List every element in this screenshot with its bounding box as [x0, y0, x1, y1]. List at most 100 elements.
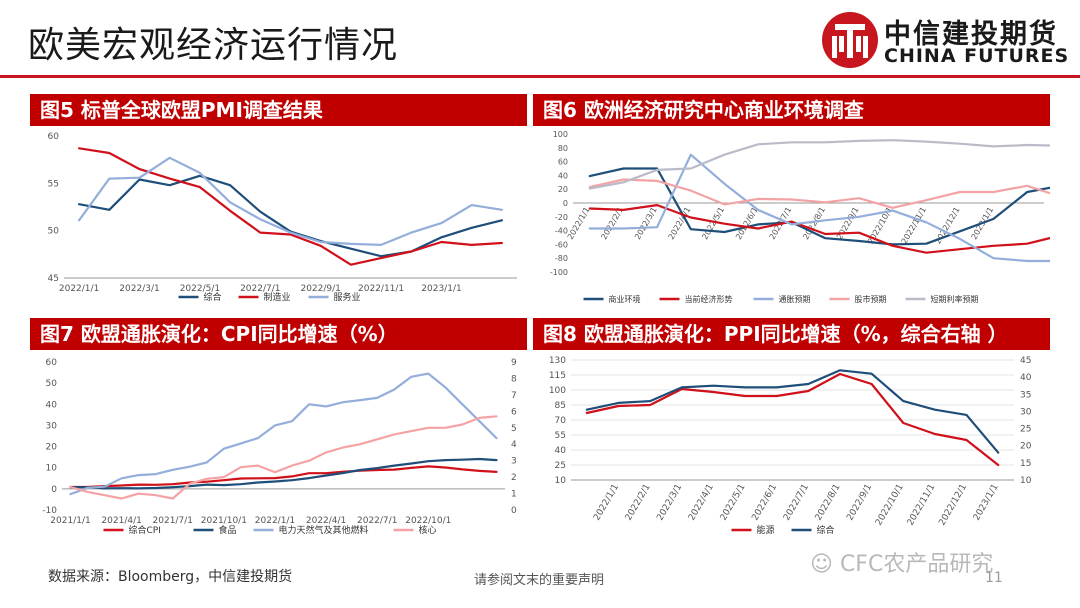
y2-tick-label: 7 — [511, 391, 517, 401]
x-tick-label: 2022/5/1 — [719, 483, 748, 523]
legend-label-3: 股市预期 — [855, 294, 887, 304]
disclaimer-note: 请参阅文末的重要声明 — [474, 573, 605, 588]
y2-tick-label: 2 — [511, 473, 517, 483]
x-tick-label: 2022/11/1 — [906, 483, 938, 528]
y-tick-label: 25 — [555, 461, 566, 471]
y-tick-label: -10 — [42, 506, 57, 516]
chart-svg-2: -10 0 10 20 30 40 50 60 0 1 2 3 4 5 6 7 8 9 2021/1/1 2021/4… — [42, 358, 517, 536]
series-line-2 — [69, 372, 498, 496]
y-tick-label: 115 — [549, 371, 566, 381]
series-line-0 — [588, 167, 1050, 246]
y-tick-label: -100 — [550, 268, 568, 277]
y-tick-label: 20 — [558, 185, 568, 194]
x-tick-label: 2022/4/1 — [687, 483, 716, 523]
legend-label-4: 短期利率预期 — [931, 294, 979, 304]
x-tick-label: 2022/1/1 — [59, 284, 99, 294]
chart-fig8-ppi: 10 25 40 55 70 85 100 115 130 10 15 20 25 30 35 40 45 202… — [533, 352, 1050, 542]
series-line-2 — [77, 156, 503, 247]
y-tick-label: 20 — [46, 443, 58, 453]
x-tick-label: 2022/5/1 — [180, 284, 220, 294]
legend-label-0: 能源 — [757, 524, 775, 536]
y-tick-label: 130 — [549, 356, 566, 366]
chart-svg-3: 10 25 40 55 70 85 100 115 130 10 15 20 25 30 35 40 45 202… — [549, 356, 1032, 536]
x-tick-label: 2022/1/1 — [566, 206, 592, 242]
panel-header-fig6: 图6 欧洲经济研究中心商业环境调查 — [533, 94, 1050, 126]
y-tick-label: 10 — [555, 476, 567, 486]
citic-logo-icon — [822, 12, 878, 68]
legend-label-2: 服务业 — [334, 291, 361, 303]
series-line-0 — [69, 465, 498, 489]
series-line-1 — [69, 457, 498, 490]
data-source-note: 数据来源：Bloomberg，中信建投期货 — [48, 569, 293, 585]
x-tick-label: 2022/3/1 — [655, 483, 684, 523]
y2-tick-label: 9 — [511, 358, 517, 368]
y-tick-label: 45 — [48, 274, 59, 284]
x-tick-label: 2023/1/1 — [972, 483, 1001, 523]
y2-tick-label: 8 — [511, 374, 517, 384]
x-tick-label: 2022/4/1 — [306, 516, 346, 526]
y-tick-label: 0 — [51, 485, 57, 495]
y-tick-label: 40 — [555, 446, 567, 456]
y2-tick-label: 40 — [1020, 373, 1032, 383]
logo-chinese-name: 中信建投期货 — [884, 19, 1058, 50]
x-tick-label: 2022/1/1 — [255, 516, 295, 526]
y-tick-label: -80 — [555, 254, 568, 263]
x-tick-label: 2022/7/1 — [240, 284, 280, 294]
y2-tick-label: 20 — [1020, 442, 1032, 452]
x-tick-label: 2022/3/1 — [633, 206, 659, 242]
y2-tick-label: 5 — [511, 424, 517, 434]
legend-label-1: 食品 — [219, 524, 237, 536]
y-tick-label: 50 — [48, 227, 60, 237]
x-tick-label: 2022/6/1 — [734, 205, 760, 241]
chart-svg-1: -100 -80 -60 -40 -20 0 20 40 60 80 100 2022/1/1 2022… — [550, 130, 1050, 304]
series-line-1 — [585, 369, 1000, 454]
x-tick-label: 2022/2/1 — [624, 483, 653, 523]
y-tick-label: -20 — [555, 213, 568, 222]
y-tick-label: 0 — [563, 199, 568, 208]
y-tick-label: 60 — [48, 132, 60, 142]
panel-header-fig7: 图7 欧盟通胀演化：CPI同比增速（%） — [30, 318, 527, 350]
series-line-0 — [585, 372, 1000, 467]
legend-label-0: 综合CPI — [129, 524, 161, 536]
x-tick-label: 2021/4/1 — [101, 516, 141, 526]
legend-label-2: 通胀预期 — [779, 294, 811, 304]
legend-label-1: 综合 — [817, 524, 835, 536]
y-tick-label: 100 — [549, 386, 566, 396]
y-tick-label: 50 — [46, 379, 58, 389]
panel-header-fig8: 图8 欧盟通胀演化：PPI同比增速（%，综合右轴 ） — [533, 318, 1050, 350]
y2-tick-label: 30 — [1020, 407, 1032, 417]
y-tick-label: 40 — [558, 171, 568, 180]
x-tick-label: 2021/7/1 — [153, 516, 193, 526]
y-tick-label: 85 — [555, 401, 566, 411]
legend-label-3: 核心 — [419, 524, 437, 536]
title-divider — [0, 75, 1080, 78]
x-tick-label: 2021/10/1 — [201, 516, 247, 526]
brand-logo: 中信建投期货 CHINA FUTURES — [820, 10, 1068, 70]
x-tick-label: 2022/11/1 — [358, 284, 404, 294]
y-tick-label: 100 — [553, 130, 568, 139]
y-tick-label: 30 — [46, 421, 58, 431]
y2-tick-label: 0 — [511, 506, 517, 516]
x-tick-label: 2022/10/1 — [874, 483, 906, 528]
x-tick-label: 2022/12/1 — [937, 483, 969, 528]
x-tick-label: 2022/11/1 — [900, 206, 928, 246]
x-tick-label: 2022/3/1 — [119, 284, 159, 294]
x-tick-label: 2022/9/1 — [835, 206, 861, 242]
watermark-text: CFC农产品研究 — [839, 552, 994, 577]
y2-tick-label: 35 — [1020, 390, 1031, 400]
logo-english-name: CHINA FUTURES — [884, 45, 1070, 67]
legend-label-0: 综合 — [204, 291, 222, 303]
y-tick-label: 70 — [555, 416, 567, 426]
x-tick-label: 2022/1/1 — [592, 483, 621, 523]
x-tick-label: 2022/9/1 — [845, 483, 874, 523]
y-tick-label: 40 — [46, 400, 58, 410]
x-tick-label: 2022/7/1 — [782, 483, 811, 523]
x-tick-label: 2022/9/1 — [300, 284, 340, 294]
page-number: 11 — [985, 570, 1003, 586]
series-line-1 — [77, 147, 503, 266]
wechat-watermark: ☺ CFC农产品研究 — [810, 546, 993, 578]
y2-tick-label: 6 — [511, 407, 517, 417]
y2-tick-label: 25 — [1020, 425, 1031, 435]
y2-tick-label: 45 — [1020, 356, 1031, 366]
x-tick-label: 2022/6/1 — [750, 483, 779, 523]
